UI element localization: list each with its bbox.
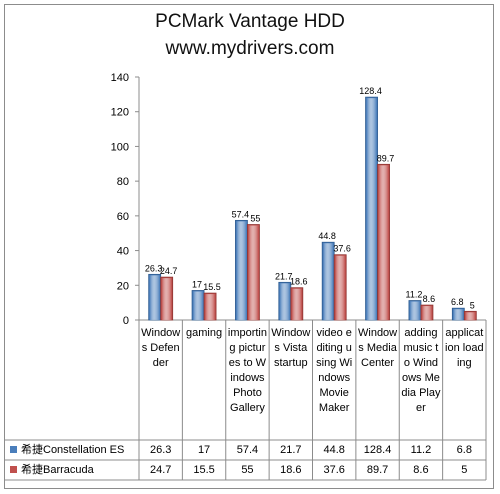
table-value: 37.6 xyxy=(323,464,345,476)
table-value: 17 xyxy=(197,444,211,456)
bar-shine xyxy=(378,165,389,320)
data-label: 11.2 xyxy=(406,290,423,300)
data-label: 5 xyxy=(470,300,475,310)
data-label: 44.8 xyxy=(318,231,336,241)
bar-shine xyxy=(465,312,476,320)
y-tick-label: 80 xyxy=(117,176,129,188)
data-label: 26.3 xyxy=(145,263,163,273)
table-value: 21.7 xyxy=(280,444,302,456)
y-tick-label: 100 xyxy=(111,141,129,153)
legend-entry: 希捷Constellation ES xyxy=(10,440,124,460)
data-label: 6.8 xyxy=(451,297,464,307)
y-tick-label: 140 xyxy=(111,72,129,84)
data-label: 18.6 xyxy=(290,277,308,287)
bar-shine xyxy=(149,275,160,320)
data-label: 37.6 xyxy=(333,244,351,254)
table-value: 15.5 xyxy=(193,464,215,476)
category-label: Windows Media Center xyxy=(358,327,398,369)
bar-shine xyxy=(291,288,302,320)
bar-shine xyxy=(335,255,346,320)
data-label: 128.4 xyxy=(359,86,382,96)
table-value: 26.3 xyxy=(149,444,172,456)
data-label: 8.6 xyxy=(423,294,436,304)
category-label: video editing using Windows Movie Maker xyxy=(316,327,353,414)
table-value: 18.6 xyxy=(280,464,302,476)
data-label: 55 xyxy=(250,214,260,224)
table-value: 5 xyxy=(461,464,468,476)
data-label: 17 xyxy=(192,279,202,289)
bar-shine xyxy=(421,306,432,320)
category-label: adding music to Windows Media Player xyxy=(401,327,441,414)
y-tick-label: 20 xyxy=(117,280,129,292)
bar-shine xyxy=(279,283,290,320)
bar-shine xyxy=(205,294,216,320)
legend-label: 希捷Barracuda xyxy=(21,464,94,476)
y-tick-label: 60 xyxy=(117,211,129,223)
category-label: application loading xyxy=(445,327,484,369)
y-tick-label: 0 xyxy=(123,315,129,327)
table-value: 55 xyxy=(241,464,254,476)
category-label: gaming xyxy=(186,327,223,339)
table-value: 57.4 xyxy=(236,444,259,456)
bar-shine xyxy=(161,278,172,320)
chart-subtitle: www.mydrivers.com xyxy=(165,38,335,59)
data-label: 57.4 xyxy=(232,209,250,219)
category-label: importing pictures to Windows Photo Gall… xyxy=(227,327,267,414)
bar-shine xyxy=(409,301,420,320)
chart-frame xyxy=(4,4,494,489)
bar-shine xyxy=(193,291,204,320)
category-label: Windows Defender xyxy=(141,327,181,369)
bar-shine xyxy=(248,225,259,320)
y-tick-label: 120 xyxy=(111,107,129,119)
bar-shine xyxy=(453,309,464,320)
table-value: 89.7 xyxy=(366,464,389,476)
data-label: 15.5 xyxy=(203,282,221,292)
table-value: 8.6 xyxy=(413,464,429,476)
data-label: 24.7 xyxy=(160,266,178,276)
data-label: 89.7 xyxy=(377,153,395,163)
table-value: 11.2 xyxy=(410,444,432,456)
legend-label: 希捷Constellation ES xyxy=(21,444,125,456)
table-value: 44.8 xyxy=(323,444,345,456)
data-label: 21.7 xyxy=(275,271,293,281)
table-value: 6.8 xyxy=(456,444,472,456)
legend-swatch xyxy=(10,466,17,473)
table-value: 24.7 xyxy=(149,464,172,476)
legend-entry: 希捷Barracuda xyxy=(10,460,94,480)
chart-title: PCMark Vantage HDD xyxy=(155,11,345,32)
bar-shine xyxy=(366,98,377,321)
table-value: 128.4 xyxy=(363,444,392,456)
legend-swatch xyxy=(10,446,17,453)
bar-shine xyxy=(323,243,334,320)
y-tick-label: 40 xyxy=(117,246,129,258)
bar-shine xyxy=(236,221,247,320)
category-label: Windows Vista startup xyxy=(271,327,311,369)
